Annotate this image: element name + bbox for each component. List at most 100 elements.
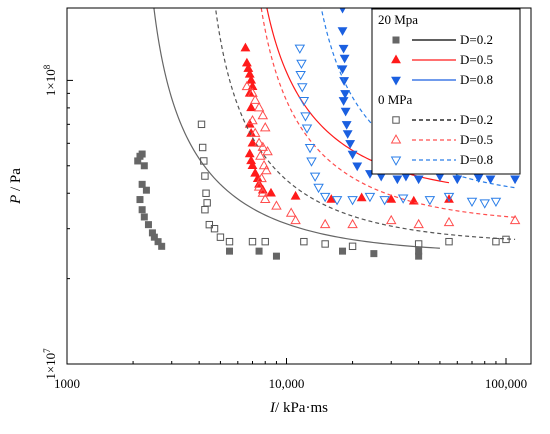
data-point xyxy=(352,162,363,172)
data-point xyxy=(203,199,211,207)
data-point xyxy=(379,196,390,206)
data-point xyxy=(253,181,265,191)
data-point xyxy=(386,194,397,203)
legend-entry-label: D=0.8 xyxy=(460,152,493,167)
data-point xyxy=(201,206,209,214)
data-point xyxy=(510,175,521,185)
plot-frame xyxy=(66,7,532,365)
data-point xyxy=(150,233,158,241)
data-point xyxy=(253,137,265,147)
data-point xyxy=(241,57,252,67)
series-curve xyxy=(153,8,440,249)
data-point xyxy=(261,237,269,246)
data-point xyxy=(297,83,308,93)
data-point xyxy=(313,183,324,194)
series-curve xyxy=(260,8,516,218)
y-tick-label: 1×108 xyxy=(42,64,58,96)
data-point xyxy=(295,70,306,81)
x-axis-title: I/ kPa·ms xyxy=(269,400,328,416)
data-point xyxy=(154,238,162,246)
data-point xyxy=(309,172,321,182)
data-point xyxy=(347,218,358,229)
legend-marker xyxy=(391,76,401,86)
data-point xyxy=(255,150,266,160)
data-point xyxy=(136,196,144,204)
data-point xyxy=(259,193,271,204)
legend-group-title: 20 Mpa xyxy=(378,12,418,27)
data-point xyxy=(210,224,219,233)
data-point xyxy=(259,122,271,132)
x-tick-label: 100,000 xyxy=(485,376,527,391)
data-point xyxy=(257,141,269,151)
data-point xyxy=(413,175,424,185)
data-point xyxy=(294,44,306,54)
data-point xyxy=(347,150,358,160)
legend-entry-label: D=0.8 xyxy=(460,72,493,87)
data-point xyxy=(247,87,258,97)
data-point xyxy=(240,42,251,52)
data-point xyxy=(244,68,255,78)
data-point xyxy=(244,148,255,158)
data-point xyxy=(340,90,351,99)
data-point xyxy=(300,112,311,122)
y-tick-exp: 8 xyxy=(42,64,52,69)
data-point xyxy=(339,247,347,255)
data-point xyxy=(266,187,276,197)
data-point xyxy=(257,109,269,120)
data-point xyxy=(255,247,263,255)
data-point xyxy=(443,216,455,227)
data-point xyxy=(201,172,209,180)
data-point xyxy=(262,145,273,156)
legend-entry-label: D=0.5 xyxy=(460,52,493,67)
data-point xyxy=(205,220,214,229)
data-point xyxy=(256,172,267,183)
data-point xyxy=(445,237,453,246)
legend-marker xyxy=(392,36,400,44)
data-point xyxy=(509,214,521,225)
y-tick-exp: 7 xyxy=(42,348,52,353)
data-point xyxy=(246,102,257,112)
legend-marker xyxy=(391,54,401,64)
data-point xyxy=(466,197,478,208)
data-point xyxy=(202,189,210,197)
data-point xyxy=(415,247,423,255)
data-point xyxy=(247,137,258,147)
data-point xyxy=(392,175,403,185)
data-point xyxy=(200,157,208,165)
data-point xyxy=(140,213,148,221)
data-point xyxy=(197,120,206,129)
y-axis-title: P / Pa xyxy=(8,168,24,205)
data-point xyxy=(321,240,329,248)
y-tick-base: 1×10 xyxy=(43,353,58,380)
data-point xyxy=(248,237,257,246)
data-point xyxy=(338,44,349,54)
data-point xyxy=(258,159,270,170)
legend-entry-label: D=0.2 xyxy=(460,32,493,47)
data-point xyxy=(246,74,257,84)
data-point xyxy=(502,235,510,244)
data-point xyxy=(444,194,454,203)
data-point xyxy=(158,242,166,250)
data-point xyxy=(142,186,150,194)
data-point xyxy=(479,199,490,209)
legend: 20 Mpa D=0.2 D=0.5 D=0.8 0 MPa D=0.2 D=0.5 D=0.… xyxy=(371,8,521,175)
data-point xyxy=(272,252,280,260)
data-point xyxy=(301,124,313,134)
legend-entry-label: D=0.2 xyxy=(460,112,493,127)
data-point xyxy=(140,162,148,170)
data-point xyxy=(340,107,351,117)
data-point xyxy=(443,192,455,203)
data-point xyxy=(198,143,207,152)
data-point xyxy=(424,196,436,206)
data-point xyxy=(241,80,253,91)
data-point xyxy=(338,97,349,106)
data-point xyxy=(342,130,353,139)
data-point xyxy=(385,214,397,225)
data-point xyxy=(246,155,257,165)
data-point xyxy=(300,237,308,246)
data-point xyxy=(337,65,348,75)
data-point xyxy=(261,164,272,175)
y-axis-title-unit: / Pa xyxy=(8,168,24,195)
